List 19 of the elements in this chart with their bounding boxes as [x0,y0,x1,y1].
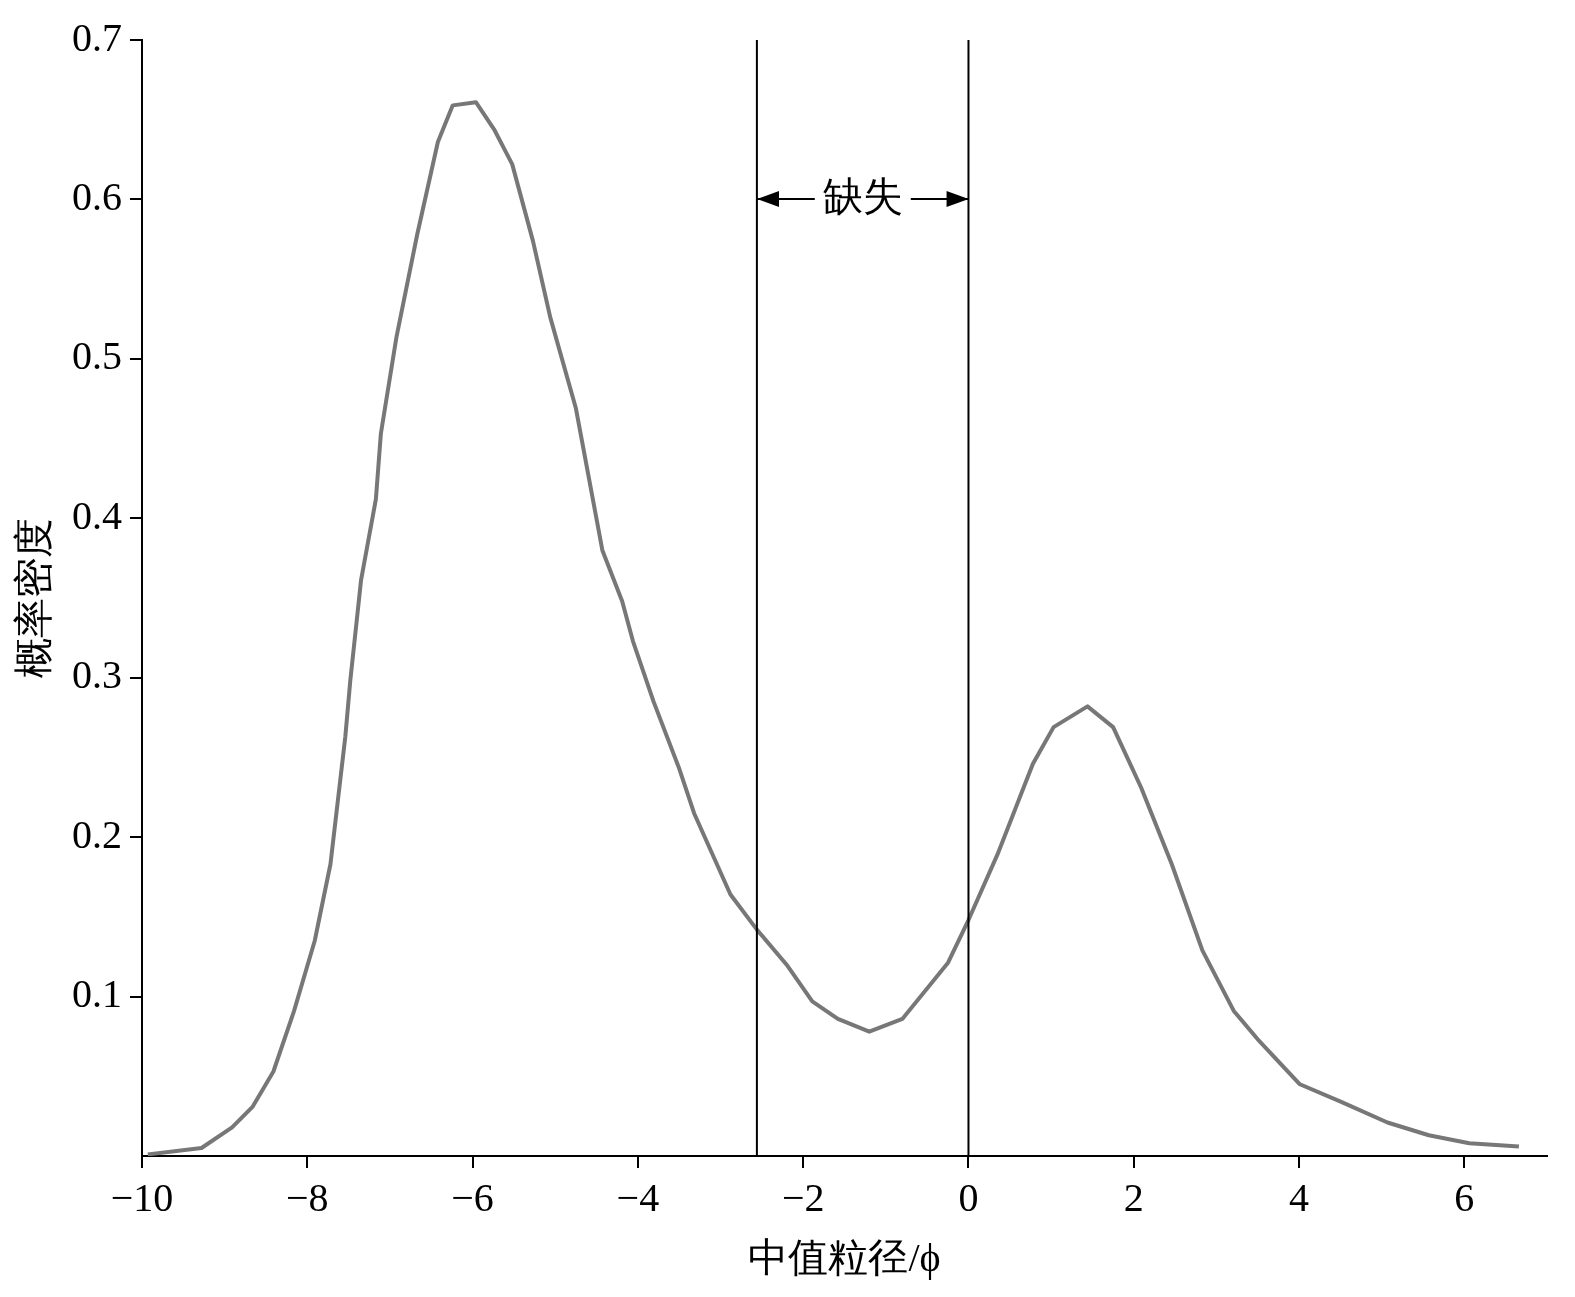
annotation: 缺失 [822,173,903,219]
x-tick-label: −6 [451,1174,494,1220]
y-tick-label: 0.1 [72,971,122,1017]
x-tick-label: −4 [616,1174,660,1220]
x-tick-label: −10 [110,1174,174,1220]
y-tick-label: 0.7 [72,14,122,60]
y-tick-label: 0.5 [72,333,122,379]
x-tick-label: 0 [958,1174,979,1220]
y-tick-label: 0.4 [72,492,122,538]
x-tick-label: −2 [781,1174,825,1220]
y-tick-label: 0.6 [72,173,122,219]
x-axis-title: 中值粒径/ϕ [748,1234,941,1280]
y-tick-label: 0.3 [72,652,122,698]
y-axis-title: 概率密度 [10,518,56,678]
x-tick-label: 4 [1289,1174,1310,1220]
x-tick-label: 2 [1123,1174,1144,1220]
x-tick-label: −8 [286,1174,329,1220]
y-tick-label: 0.2 [72,811,122,857]
x-tick-label: 6 [1454,1174,1475,1220]
